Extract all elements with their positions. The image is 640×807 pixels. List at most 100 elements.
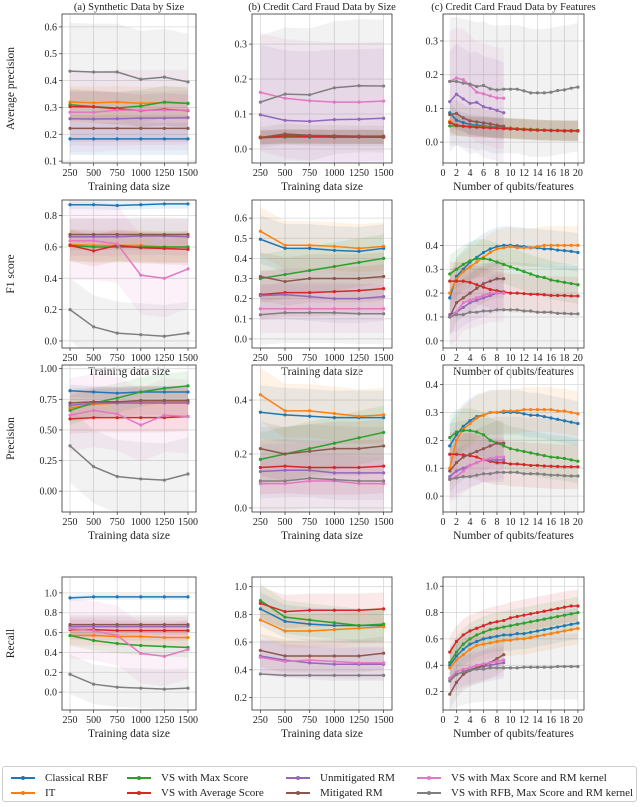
data-point <box>529 630 533 634</box>
data-point <box>162 246 166 251</box>
data-point <box>68 413 72 417</box>
x-tick-label: 750 <box>110 517 125 528</box>
x-tick-label: 500 <box>86 715 101 726</box>
data-point <box>515 637 519 641</box>
data-point <box>448 452 452 456</box>
data-point <box>549 129 553 133</box>
data-point <box>481 637 486 641</box>
data-point <box>488 663 492 667</box>
data-point <box>357 117 361 121</box>
data-point <box>576 421 580 426</box>
data-point <box>502 277 506 281</box>
legend-label: VS with Max Score <box>161 772 249 784</box>
data-point <box>382 661 386 665</box>
data-point <box>382 673 386 677</box>
data-point <box>461 667 465 671</box>
data-point <box>495 291 499 295</box>
data-point <box>535 292 540 296</box>
confidence-band <box>260 367 384 444</box>
plot-area <box>68 593 190 710</box>
data-point <box>454 111 459 116</box>
data-point <box>495 461 499 465</box>
data-point <box>522 462 526 467</box>
confidence-band <box>70 409 188 512</box>
data-point <box>357 479 361 483</box>
x-tick-label: 250 <box>63 168 78 179</box>
data-point <box>475 667 479 671</box>
y-tick-label: 0.0 <box>426 492 439 503</box>
data-point <box>258 410 262 414</box>
data-point <box>139 126 143 130</box>
data-point <box>186 398 190 403</box>
data-point <box>308 311 312 315</box>
data-point <box>139 634 143 639</box>
data-point <box>283 659 287 664</box>
data-point <box>502 666 506 670</box>
data-point <box>542 243 546 247</box>
subplot-1: 250 500 750 1000 1250 1500 0.0 0.1 0.2 0.3 (b) Cre… <box>235 2 397 193</box>
data-point <box>68 69 72 73</box>
x-tick-label: 500 <box>278 353 293 364</box>
data-point <box>569 604 573 608</box>
data-point <box>556 293 560 298</box>
data-point <box>258 598 262 603</box>
data-point <box>488 472 492 476</box>
data-point <box>162 635 166 640</box>
data-point <box>502 127 506 131</box>
data-point <box>522 291 526 296</box>
subplot-title: (b) Credit Card Fraud Data by Size <box>248 2 396 13</box>
data-point <box>139 203 143 207</box>
data-point <box>139 246 143 250</box>
data-point <box>448 79 452 84</box>
data-point <box>332 415 336 420</box>
x-tick-label: 1000 <box>324 517 344 528</box>
data-point <box>481 293 486 298</box>
axes-frame <box>251 13 393 164</box>
confidence-band <box>449 111 578 141</box>
x-tick-label: 1000 <box>324 715 344 726</box>
data-point <box>495 247 499 251</box>
data-point <box>529 413 533 417</box>
data-point <box>468 666 472 670</box>
data-point <box>186 595 190 599</box>
data-point <box>569 622 573 627</box>
data-point <box>162 334 166 338</box>
data-point <box>162 413 166 417</box>
subplot-title: (c) Credit Card Fraud Data by Features <box>431 2 595 13</box>
confidence-band <box>260 207 384 273</box>
plot-area <box>258 19 386 163</box>
data-point <box>495 666 499 670</box>
confidence-band <box>449 638 504 710</box>
confidence-band <box>449 239 578 304</box>
series-line <box>69 409 189 426</box>
data-point <box>186 401 190 405</box>
data-point <box>448 100 452 104</box>
data-point <box>508 127 513 131</box>
x-tick-label: 1250 <box>349 353 369 364</box>
data-point <box>186 331 190 335</box>
confidence-band <box>70 85 188 125</box>
y-tick-label: 0.0 <box>426 138 439 149</box>
data-point <box>357 307 361 311</box>
y-tick-label: 0.75 <box>40 395 58 406</box>
data-point <box>502 638 506 642</box>
data-point <box>308 673 312 677</box>
subplot-7: 250 500 750 1000 1250 1500 0.0 0.2 0.4 Training d… <box>235 364 394 542</box>
data-point <box>258 672 262 676</box>
data-point <box>68 389 72 393</box>
x-tick-label: 12 <box>519 168 529 179</box>
data-point <box>448 666 452 670</box>
data-point <box>488 293 492 298</box>
data-point <box>468 259 472 263</box>
data-point <box>502 409 506 413</box>
y-tick-label: 0.5 <box>235 234 248 245</box>
plot-area <box>448 17 580 163</box>
series-line <box>260 134 384 139</box>
data-point <box>454 476 459 480</box>
data-point <box>332 608 336 612</box>
y-tick-label: 0.2 <box>426 436 439 447</box>
data-point <box>68 672 72 676</box>
data-point <box>308 414 312 418</box>
legend-item-vs-max-score: VS with Max Score <box>127 772 248 784</box>
data-point <box>283 118 287 122</box>
